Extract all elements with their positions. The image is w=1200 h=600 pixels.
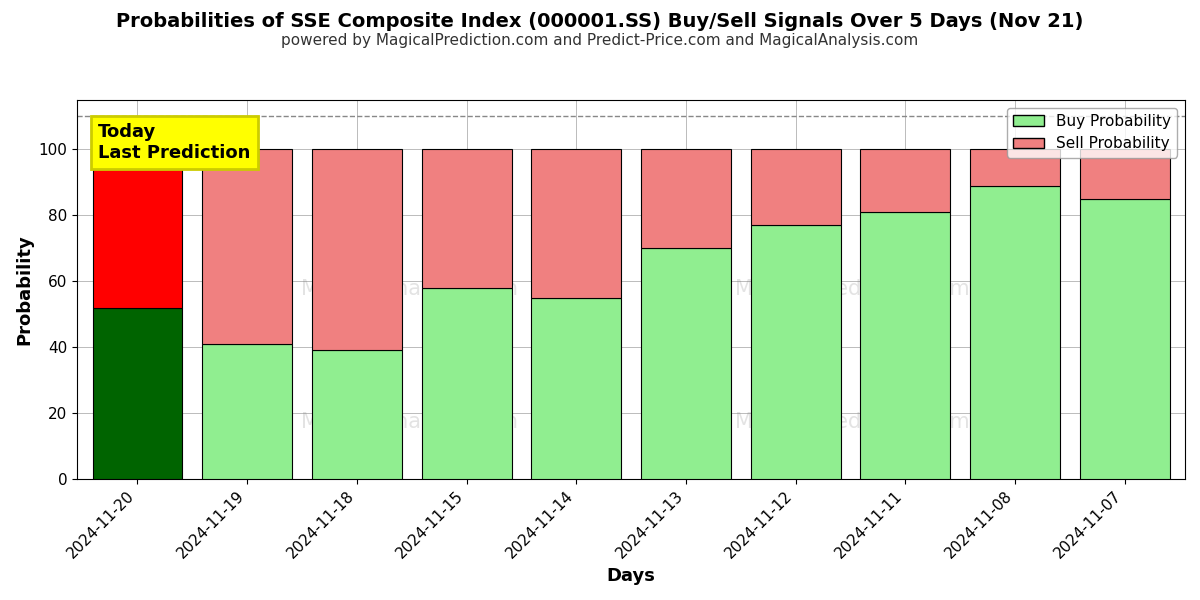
Bar xyxy=(92,308,182,479)
Text: MagicalAnalysis.com: MagicalAnalysis.com xyxy=(301,412,518,432)
Bar xyxy=(92,149,182,308)
Bar xyxy=(860,149,950,212)
Bar xyxy=(1080,199,1170,479)
Bar xyxy=(532,298,622,479)
Bar xyxy=(421,288,511,479)
Bar xyxy=(202,344,292,479)
Bar xyxy=(641,248,731,479)
Bar xyxy=(312,149,402,350)
Y-axis label: Probability: Probability xyxy=(14,234,32,345)
Bar xyxy=(421,149,511,288)
Text: MagicalAnalysis.com: MagicalAnalysis.com xyxy=(301,280,518,299)
Text: Probabilities of SSE Composite Index (000001.SS) Buy/Sell Signals Over 5 Days (N: Probabilities of SSE Composite Index (00… xyxy=(116,12,1084,31)
Bar xyxy=(312,350,402,479)
Bar xyxy=(970,185,1060,479)
Text: MagicalPrediction.com: MagicalPrediction.com xyxy=(736,280,970,299)
Bar xyxy=(860,212,950,479)
Text: Today
Last Prediction: Today Last Prediction xyxy=(98,123,251,162)
Text: powered by MagicalPrediction.com and Predict-Price.com and MagicalAnalysis.com: powered by MagicalPrediction.com and Pre… xyxy=(281,33,919,48)
X-axis label: Days: Days xyxy=(607,567,655,585)
Bar xyxy=(641,149,731,248)
Bar xyxy=(202,149,292,344)
Legend: Buy Probability, Sell Probability: Buy Probability, Sell Probability xyxy=(1007,107,1177,158)
Text: MagicalPrediction.com: MagicalPrediction.com xyxy=(736,412,970,432)
Bar xyxy=(751,225,840,479)
Bar xyxy=(532,149,622,298)
Bar xyxy=(970,149,1060,185)
Bar xyxy=(1080,149,1170,199)
Bar xyxy=(751,149,840,225)
